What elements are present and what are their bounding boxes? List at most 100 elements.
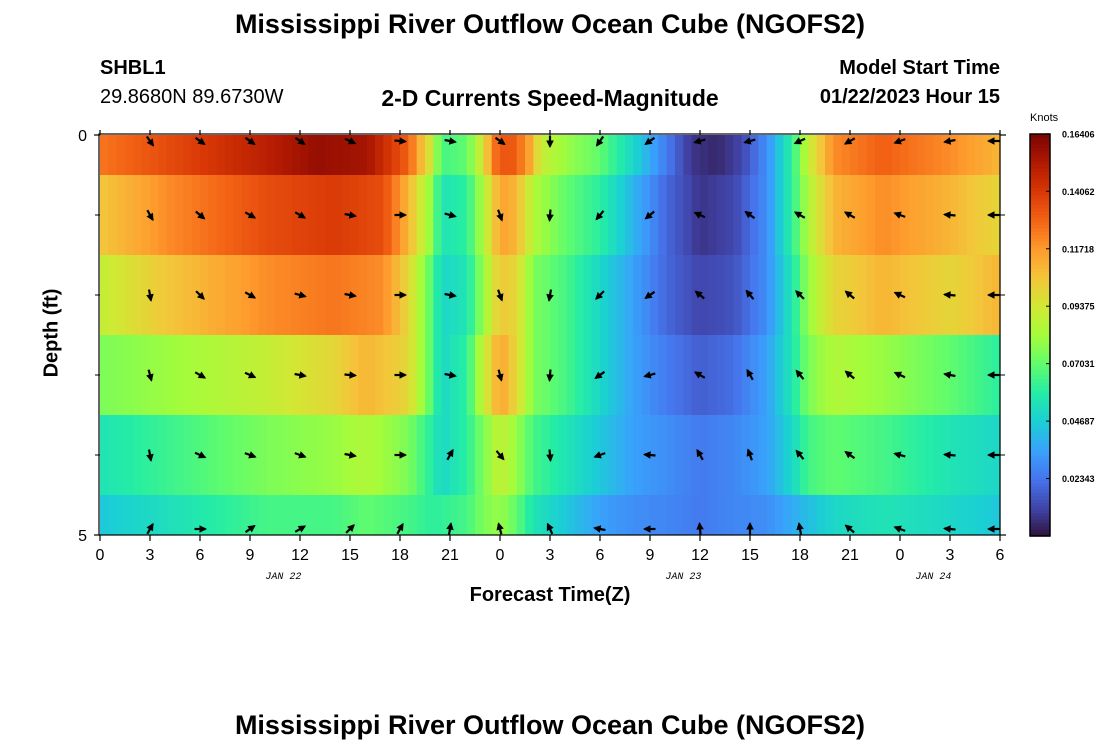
heatmap-cell — [441, 495, 451, 535]
heatmap-cell — [975, 175, 984, 255]
heatmap-cell — [875, 255, 884, 335]
heatmap-cell — [675, 255, 684, 335]
heatmap-cell — [791, 495, 801, 535]
x-tick-label: 3 — [546, 547, 555, 564]
colorbar-segment — [1030, 512, 1050, 517]
heatmap-cell — [666, 495, 676, 535]
heatmap-cell — [166, 255, 176, 335]
heatmap-cell — [241, 335, 251, 415]
vector-head — [546, 522, 554, 532]
heatmap-cell — [358, 255, 368, 335]
heatmap-cell — [833, 415, 843, 495]
x-tick-label: 21 — [441, 547, 459, 564]
x-tick-label: 6 — [596, 547, 605, 564]
heatmap-cell — [483, 335, 493, 415]
current-vector — [446, 448, 454, 461]
current-vector — [294, 371, 307, 379]
current-vector — [694, 290, 705, 300]
heatmap-cell — [633, 495, 643, 535]
x-tick-label: 18 — [391, 547, 409, 564]
heatmap-cell — [166, 135, 176, 175]
current-vector — [394, 211, 407, 219]
heatmap-cell — [858, 495, 868, 535]
heatmap-cell — [891, 495, 901, 535]
current-vector — [495, 450, 505, 461]
heatmap-cell — [375, 415, 384, 495]
vector-head — [546, 214, 554, 222]
current-vector — [344, 291, 357, 299]
heatmap-cell — [108, 335, 118, 415]
current-vector — [987, 211, 1000, 219]
heatmap-cell — [366, 415, 376, 495]
colorbar-segment — [1030, 499, 1050, 504]
heatmap-cell — [158, 255, 168, 335]
heatmap-cell — [308, 415, 318, 495]
heatmap-cell — [358, 335, 368, 415]
heatmap-cell — [650, 175, 659, 255]
heatmap-cell — [841, 415, 851, 495]
heatmap-cell — [125, 415, 134, 495]
heatmap-cell — [266, 335, 276, 415]
heatmap-cell — [141, 135, 151, 175]
heatmap-cell — [675, 135, 684, 175]
heatmap-cell — [200, 335, 209, 415]
vector-head — [446, 448, 454, 458]
vector-head — [197, 137, 206, 145]
current-vector — [643, 525, 656, 533]
heatmap-cell — [558, 175, 568, 255]
vector-head — [844, 524, 853, 533]
heatmap-cell — [375, 255, 384, 335]
heatmap-cell — [325, 135, 334, 175]
current-vector — [446, 522, 454, 535]
colorbar-segment — [1030, 247, 1050, 252]
heatmap-cell — [600, 255, 609, 335]
current-vector — [496, 522, 504, 535]
heatmap-cell — [883, 175, 893, 255]
colorbar-segment — [1030, 405, 1050, 410]
colorbar-segment — [1030, 271, 1050, 276]
heatmap-cell — [216, 255, 226, 335]
heatmap-cell — [116, 175, 126, 255]
heatmap-cell — [658, 415, 668, 495]
current-vector — [344, 211, 357, 219]
heatmap-cell — [925, 255, 934, 335]
colorbar-segment — [1030, 197, 1050, 202]
heatmap-cell — [741, 415, 751, 495]
heatmap-cell — [908, 135, 918, 175]
heatmap-cell — [150, 335, 159, 415]
heatmap-cell — [658, 255, 668, 335]
heatmap-cell — [233, 175, 243, 255]
heatmap-cell — [116, 415, 126, 495]
heatmap-cell — [541, 255, 551, 335]
heatmap-cell — [350, 135, 359, 175]
heatmap-cell — [325, 335, 334, 415]
vector-head — [197, 371, 207, 379]
current-vector — [746, 448, 754, 461]
heatmap-cell — [225, 415, 234, 495]
heatmap-cell — [433, 255, 443, 335]
heatmap-cell — [708, 495, 718, 535]
heatmap-cell — [275, 255, 284, 335]
vector-head — [399, 371, 407, 379]
vector-head — [593, 451, 602, 459]
current-vector — [146, 449, 154, 462]
colorbar-segment — [1030, 251, 1050, 256]
heatmap-cell — [591, 255, 601, 335]
heatmap-cell — [816, 495, 826, 535]
heatmap-cell — [666, 175, 676, 255]
colorbar-segment — [1030, 408, 1050, 413]
colorbar-segment — [1030, 318, 1050, 323]
colorbar-segment — [1030, 361, 1050, 366]
heatmap-cell — [675, 495, 684, 535]
heatmap-cell — [816, 335, 826, 415]
heatmap-cell — [133, 255, 143, 335]
heatmap-cell — [566, 495, 576, 535]
current-vector — [496, 209, 504, 222]
vector-head — [448, 211, 457, 219]
heatmap-cell — [558, 415, 568, 495]
x-tick-label: 9 — [646, 547, 655, 564]
heatmap-cell — [141, 175, 151, 255]
heatmap-cell — [916, 255, 926, 335]
heatmap-cell — [250, 415, 259, 495]
current-vector — [987, 451, 1000, 459]
